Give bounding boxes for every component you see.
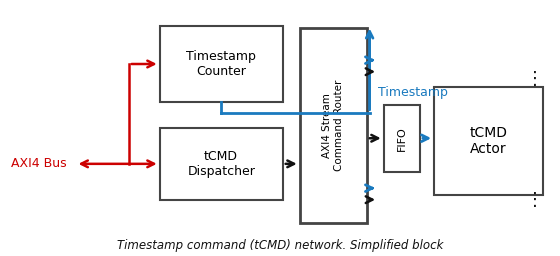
FancyBboxPatch shape xyxy=(160,26,283,102)
Text: Timestamp
Counter: Timestamp Counter xyxy=(186,50,256,78)
Text: AXI4 Bus: AXI4 Bus xyxy=(11,157,67,170)
Text: FIFO: FIFO xyxy=(397,126,407,151)
FancyBboxPatch shape xyxy=(300,28,367,223)
Text: tCMD
Dispatcher: tCMD Dispatcher xyxy=(187,150,255,178)
Text: ⋮: ⋮ xyxy=(526,191,544,209)
Text: AXI4 Stream
Command Router: AXI4 Stream Command Router xyxy=(323,80,344,171)
FancyBboxPatch shape xyxy=(434,87,543,195)
FancyBboxPatch shape xyxy=(160,128,283,200)
FancyBboxPatch shape xyxy=(384,105,420,172)
Text: Timestamp: Timestamp xyxy=(378,86,448,99)
Text: Timestamp command (tCMD) network. Simplified block: Timestamp command (tCMD) network. Simpli… xyxy=(117,239,443,252)
Text: tCMD
Actor: tCMD Actor xyxy=(470,126,507,156)
Text: ⋮: ⋮ xyxy=(526,70,544,88)
